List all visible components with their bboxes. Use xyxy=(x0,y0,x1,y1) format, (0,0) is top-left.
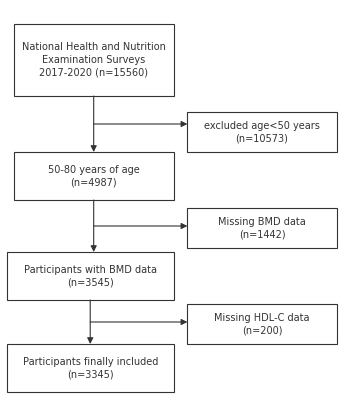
Text: (n=4987): (n=4987) xyxy=(70,177,117,187)
FancyBboxPatch shape xyxy=(187,112,337,152)
Text: excluded age<50 years: excluded age<50 years xyxy=(204,120,320,130)
FancyBboxPatch shape xyxy=(187,304,337,344)
Text: Missing HDL-C data: Missing HDL-C data xyxy=(214,313,310,322)
FancyBboxPatch shape xyxy=(14,152,174,200)
Text: 50-80 years of age: 50-80 years of age xyxy=(48,164,139,174)
Text: (n=3345): (n=3345) xyxy=(67,370,113,379)
Text: Participants with BMD data: Participants with BMD data xyxy=(24,265,157,274)
Text: (n=1442): (n=1442) xyxy=(239,230,285,239)
Text: National Health and Nutrition: National Health and Nutrition xyxy=(22,42,166,52)
Text: Examination Surveys: Examination Surveys xyxy=(42,55,145,65)
Text: Missing BMD data: Missing BMD data xyxy=(218,217,306,226)
Text: (n=200): (n=200) xyxy=(242,326,282,335)
Text: (n=3545): (n=3545) xyxy=(67,278,113,287)
FancyBboxPatch shape xyxy=(14,24,174,96)
Text: Participants finally included: Participants finally included xyxy=(23,357,158,366)
FancyBboxPatch shape xyxy=(7,252,174,300)
Text: 2017-2020 (n=15560): 2017-2020 (n=15560) xyxy=(39,68,148,78)
FancyBboxPatch shape xyxy=(7,344,174,392)
Text: (n=10573): (n=10573) xyxy=(236,133,288,143)
FancyBboxPatch shape xyxy=(187,208,337,248)
